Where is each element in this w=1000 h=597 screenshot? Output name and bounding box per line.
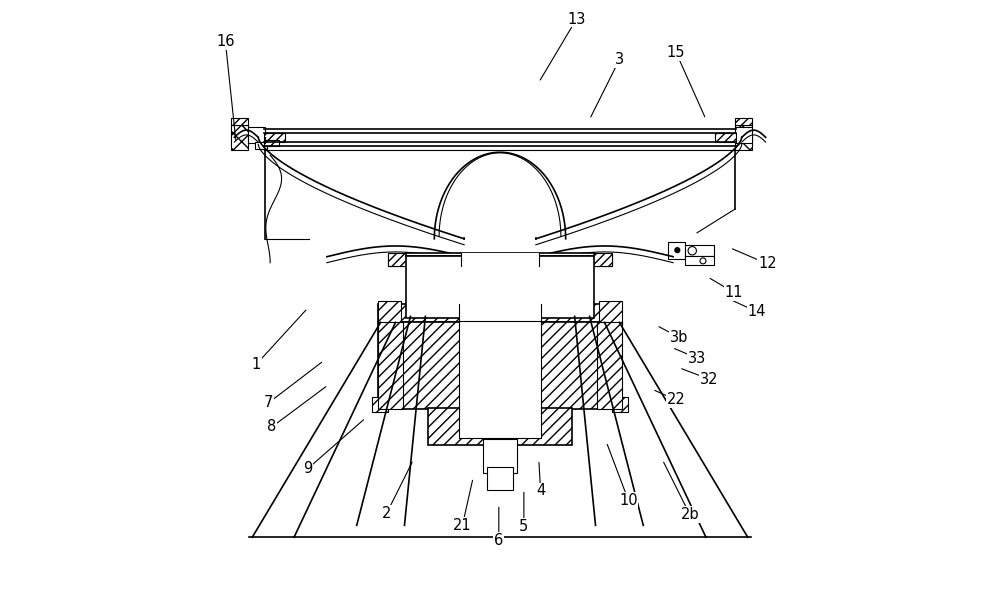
- Bar: [735, 127, 752, 143]
- Text: 2: 2: [382, 506, 391, 521]
- Text: 3b: 3b: [670, 330, 688, 345]
- Bar: [459, 321, 541, 438]
- Bar: [248, 127, 265, 143]
- Text: 11: 11: [725, 285, 743, 300]
- Text: 10: 10: [619, 493, 638, 508]
- Bar: [599, 301, 622, 325]
- Bar: [388, 253, 612, 266]
- Circle shape: [675, 248, 680, 253]
- Bar: [231, 125, 248, 150]
- Text: 22: 22: [667, 392, 685, 408]
- Bar: [461, 253, 539, 266]
- Text: 8: 8: [267, 419, 277, 435]
- Bar: [735, 125, 752, 150]
- Bar: [264, 140, 279, 146]
- Bar: [428, 408, 572, 445]
- Bar: [685, 245, 714, 256]
- Bar: [231, 118, 248, 125]
- Bar: [388, 254, 406, 266]
- Text: 2b: 2b: [681, 507, 699, 522]
- Text: 4: 4: [536, 483, 545, 498]
- Bar: [735, 118, 752, 125]
- Text: 32: 32: [700, 371, 718, 387]
- Text: 16: 16: [216, 34, 235, 50]
- Text: 3: 3: [615, 52, 624, 67]
- Text: 13: 13: [567, 11, 586, 27]
- Bar: [406, 256, 594, 318]
- Bar: [378, 322, 622, 409]
- Bar: [668, 242, 685, 259]
- Text: 6: 6: [494, 533, 503, 548]
- Bar: [255, 142, 267, 149]
- Bar: [685, 256, 714, 265]
- Text: 33: 33: [688, 350, 706, 366]
- Bar: [372, 397, 388, 412]
- Text: 15: 15: [667, 45, 685, 60]
- Bar: [483, 439, 517, 473]
- Text: 5: 5: [519, 519, 529, 534]
- Text: 9: 9: [303, 461, 312, 476]
- Bar: [594, 254, 612, 266]
- Text: 14: 14: [747, 304, 766, 319]
- Bar: [487, 467, 513, 490]
- Bar: [612, 397, 628, 412]
- Bar: [378, 301, 401, 325]
- Bar: [715, 133, 736, 142]
- Bar: [264, 133, 285, 142]
- Bar: [406, 253, 594, 256]
- Text: 7: 7: [264, 395, 273, 411]
- Bar: [597, 322, 622, 409]
- Bar: [459, 304, 541, 322]
- Text: 1: 1: [252, 356, 261, 372]
- Bar: [378, 304, 622, 322]
- Text: 21: 21: [453, 518, 472, 533]
- Bar: [378, 322, 403, 409]
- Text: 12: 12: [758, 256, 777, 272]
